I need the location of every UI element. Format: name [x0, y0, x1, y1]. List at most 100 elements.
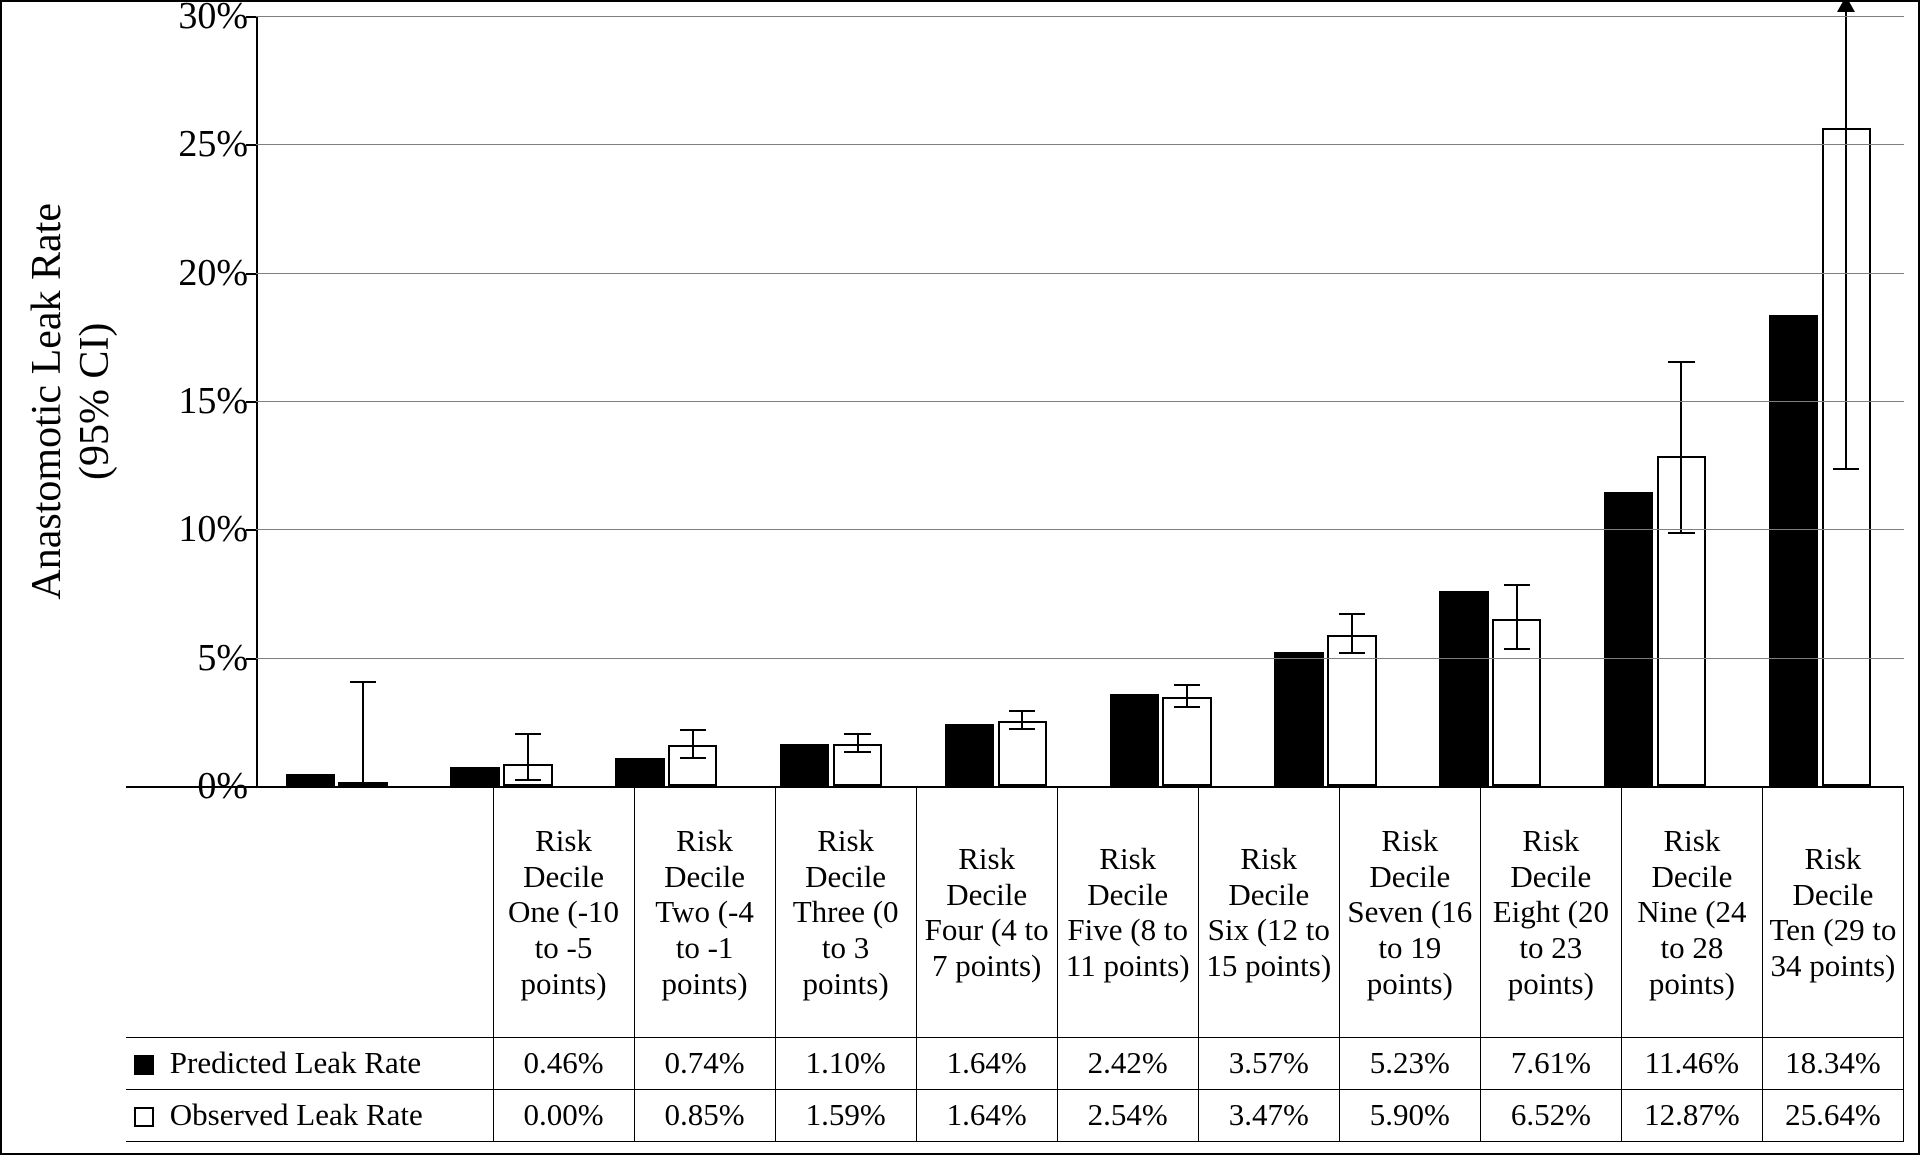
- bar-predicted: [945, 724, 994, 786]
- legend-predicted: Predicted Leak Rate: [126, 1037, 493, 1089]
- y-tick-mark: [246, 273, 256, 275]
- error-bar: [692, 731, 694, 759]
- category-label-cell: Risk Decile Four (4 to 7 points): [916, 787, 1057, 1037]
- plot-wrap: 0%5%10%15%20%25%30%: [126, 16, 1904, 786]
- gridline: [256, 401, 1904, 402]
- observed-value-cell: 0.85%: [634, 1089, 775, 1141]
- observed-value-cell: 25.64%: [1762, 1089, 1903, 1141]
- y-tick-label: 15%: [128, 379, 248, 423]
- error-cap-lower: [1339, 652, 1365, 654]
- y-axis-label-wrap: Anastomotic Leak Rate (95% CI): [16, 16, 126, 786]
- category-label-cell: Risk Decile Nine (24 to 28 points): [1621, 787, 1762, 1037]
- y-tick-label: 20%: [128, 251, 248, 295]
- table-row-categories: Risk Decile One (-10 to -5 points)Risk D…: [126, 787, 1904, 1037]
- predicted-value-cell: 7.61%: [1480, 1037, 1621, 1089]
- error-cap-lower: [680, 757, 706, 759]
- error-bar: [1845, 16, 1847, 470]
- error-cap-upper: [1009, 710, 1035, 712]
- legend-observed-label: Observed Leak Rate: [170, 1097, 423, 1132]
- square-hollow-icon: [134, 1107, 154, 1127]
- observed-value-cell: 2.54%: [1057, 1089, 1198, 1141]
- category-label: Risk Decile Four (4 to 7 points): [923, 841, 1051, 984]
- bar-predicted: [780, 744, 829, 786]
- error-cap-lower: [1833, 468, 1859, 470]
- y-axis-label-line2: (95% CI): [71, 203, 119, 600]
- y-axis-label-line1: Anastomotic Leak Rate: [23, 203, 71, 600]
- chart-frame: Anastomotic Leak Rate (95% CI) 0%5%10%15…: [16, 16, 1904, 1139]
- chart-outer-frame: Anastomotic Leak Rate (95% CI) 0%5%10%15…: [0, 0, 1920, 1155]
- data-table: Risk Decile One (-10 to -5 points)Risk D…: [126, 786, 1904, 1142]
- y-tick-mark: [246, 144, 256, 146]
- y-axis-label: Anastomotic Leak Rate (95% CI): [23, 203, 120, 600]
- square-filled-icon: [134, 1055, 154, 1075]
- gridline: [256, 273, 1904, 274]
- predicted-value-cell: 2.42%: [1057, 1037, 1198, 1089]
- bar-predicted: [1274, 652, 1323, 786]
- table-header-empty-cell: [126, 787, 493, 1037]
- y-tick-mark: [246, 16, 256, 18]
- error-cap-lower: [1668, 532, 1694, 534]
- error-bar: [362, 683, 364, 786]
- gridline: [256, 16, 1904, 17]
- category-label-cell: Risk Decile Six (12 to 15 points): [1198, 787, 1339, 1037]
- observed-value-cell: 5.90%: [1339, 1089, 1480, 1141]
- table-row-predicted: Predicted Leak Rate 0.46%0.74%1.10%1.64%…: [126, 1037, 1904, 1089]
- category-label: Risk Decile Three (0 to 3 points): [782, 823, 910, 1001]
- category-label: Risk Decile Seven (16 to 19 points): [1346, 823, 1474, 1001]
- y-tick-mark: [246, 658, 256, 660]
- observed-value-cell: 6.52%: [1480, 1089, 1621, 1141]
- error-cap-lower: [1504, 648, 1530, 650]
- observed-value-cell: 12.87%: [1621, 1089, 1762, 1141]
- category-label-cell: Risk Decile One (-10 to -5 points): [493, 787, 634, 1037]
- category-label: Risk Decile Six (12 to 15 points): [1205, 841, 1333, 984]
- error-cap-lower: [844, 751, 870, 753]
- category-label-cell: Risk Decile Eight (20 to 23 points): [1480, 787, 1621, 1037]
- bar-predicted: [286, 774, 335, 786]
- error-bar: [527, 735, 529, 781]
- category-label-cell: Risk Decile Two (-4 to -1 points): [634, 787, 775, 1037]
- category-label: Risk Decile Nine (24 to 28 points): [1628, 823, 1756, 1001]
- arrow-up-icon: [1837, 0, 1855, 12]
- observed-value-cell: 0.00%: [493, 1089, 634, 1141]
- bar-observed: [998, 721, 1047, 786]
- y-tick-label: 30%: [128, 0, 248, 38]
- gridline: [256, 529, 1904, 530]
- bar-predicted: [1110, 694, 1159, 786]
- y-tick-label: 10%: [128, 507, 248, 551]
- predicted-value-cell: 18.34%: [1762, 1037, 1903, 1089]
- y-tick-mark: [246, 529, 256, 531]
- error-cap-lower: [515, 779, 541, 781]
- data-table-wrap: Risk Decile One (-10 to -5 points)Risk D…: [126, 786, 1904, 1139]
- y-tick-label: 5%: [128, 636, 248, 680]
- bar-predicted: [450, 767, 499, 786]
- error-cap-upper: [350, 681, 376, 683]
- category-label: Risk Decile Five (8 to 11 points): [1064, 841, 1192, 984]
- y-tick-labels: 0%5%10%15%20%25%30%: [126, 16, 256, 786]
- category-label: Risk Decile Eight (20 to 23 points): [1487, 823, 1615, 1001]
- error-cap-upper: [1668, 361, 1694, 363]
- predicted-value-cell: 1.10%: [775, 1037, 916, 1089]
- gridline: [256, 658, 1904, 659]
- bar-predicted: [1769, 315, 1818, 786]
- predicted-value-cell: 11.46%: [1621, 1037, 1762, 1089]
- error-bar: [1351, 615, 1353, 654]
- error-bar: [1516, 586, 1518, 650]
- predicted-value-cell: 3.57%: [1198, 1037, 1339, 1089]
- observed-value-cell: 1.64%: [916, 1089, 1057, 1141]
- category-label-cell: Risk Decile Three (0 to 3 points): [775, 787, 916, 1037]
- error-bar: [1186, 686, 1188, 708]
- predicted-value-cell: 1.64%: [916, 1037, 1057, 1089]
- bar-predicted: [615, 758, 664, 786]
- legend-predicted-label: Predicted Leak Rate: [170, 1045, 421, 1080]
- gridline: [256, 144, 1904, 145]
- error-cap-upper: [844, 733, 870, 735]
- y-tick-mark: [246, 401, 256, 403]
- category-label: Risk Decile One (-10 to -5 points): [500, 823, 628, 1001]
- error-bar: [1680, 363, 1682, 535]
- table-row-observed: Observed Leak Rate 0.00%0.85%1.59%1.64%2…: [126, 1089, 1904, 1141]
- category-label-cell: Risk Decile Five (8 to 11 points): [1057, 787, 1198, 1037]
- error-cap-upper: [1174, 684, 1200, 686]
- category-label-cell: Risk Decile Ten (29 to 34 points): [1762, 787, 1903, 1037]
- predicted-value-cell: 0.74%: [634, 1037, 775, 1089]
- error-cap-upper: [1339, 613, 1365, 615]
